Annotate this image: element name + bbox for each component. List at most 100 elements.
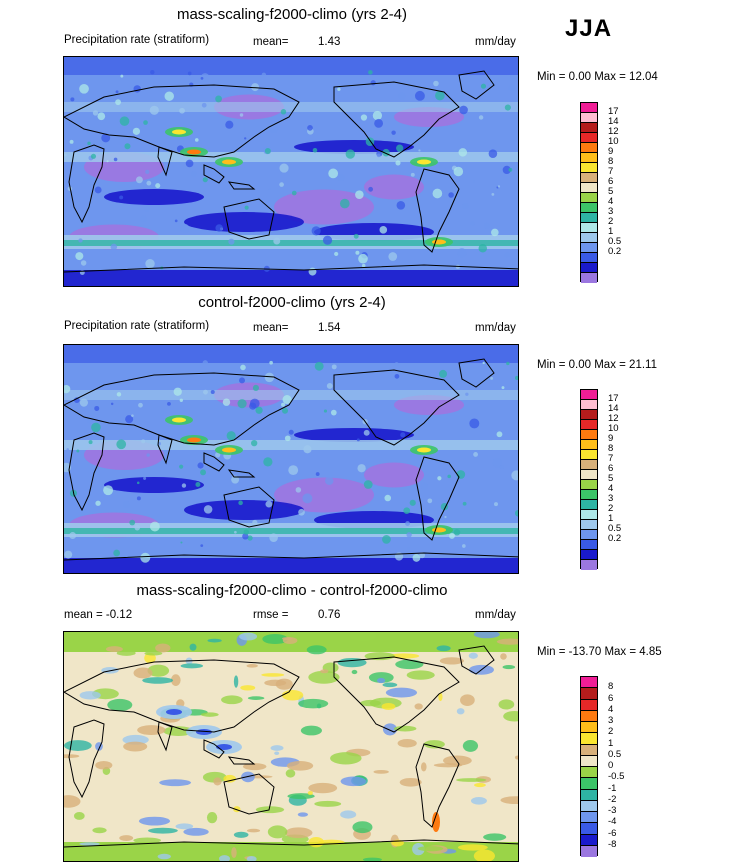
colorbar-level-label: 5 xyxy=(608,473,614,484)
colorbar-swatch xyxy=(581,460,597,470)
colorbar-swatch xyxy=(581,253,597,263)
colorbar-level-label: 3 xyxy=(608,715,614,726)
colorbar-swatch xyxy=(581,744,597,756)
colorbar-swatch xyxy=(581,400,597,410)
colorbar-swatch xyxy=(581,173,597,183)
panel3-title: mass-scaling-f2000-climo - control-f2000… xyxy=(136,582,448,599)
colorbar-swatch xyxy=(581,778,597,790)
colorbar-swatch xyxy=(581,823,597,835)
season-label: JJA xyxy=(565,15,613,42)
colorbar-swatch xyxy=(581,143,597,153)
panel1-mean-label: mean= xyxy=(253,36,289,48)
colorbar-swatch xyxy=(581,133,597,143)
colorbar-swatch xyxy=(581,500,597,510)
colorbar-level-label: 6 xyxy=(608,463,614,474)
colorbar-level-label: 0.5 xyxy=(608,523,622,534)
colorbar-level-label: 4 xyxy=(608,483,614,494)
colorbar-level-label: 4 xyxy=(608,703,614,715)
colorbar-level-label: 0.5 xyxy=(608,748,622,760)
colorbar-swatch xyxy=(581,530,597,540)
colorbar-level-label: 4 xyxy=(608,196,614,207)
panel3-mean-label: mean = -0.12 xyxy=(64,609,133,621)
panel1-minmax: Min = 0.00 Max = 12.04 xyxy=(537,71,658,83)
colorbar-swatch xyxy=(581,710,597,722)
colorbar-swatch xyxy=(581,123,597,133)
colorbar-level-label: 6 xyxy=(608,692,614,704)
colorbar-level-label: 1 xyxy=(608,226,614,237)
panel2-minmax: Min = 0.00 Max = 21.11 xyxy=(537,359,657,371)
colorbar-level-label: -0.5 xyxy=(608,771,625,783)
colorbar-swatch xyxy=(581,688,597,700)
colorbar-swatch xyxy=(581,263,597,273)
colorbar-level-label: 14 xyxy=(608,403,619,414)
colorbar-level-label: 1 xyxy=(608,737,614,749)
colorbar-level-label: 8 xyxy=(608,443,614,454)
colorbar-swatch xyxy=(581,812,597,824)
colorbar-level-label: 17 xyxy=(608,393,619,404)
panel1-title: mass-scaling-f2000-climo (yrs 2-4) xyxy=(176,6,408,23)
panel2-colorbar xyxy=(580,389,598,570)
panel2-units: mm/day xyxy=(475,322,516,334)
colorbar-level-label: 8 xyxy=(608,156,614,167)
colorbar-level-label: 1 xyxy=(608,513,614,524)
colorbar-swatch xyxy=(581,490,597,500)
panel1-mean-value: 1.43 xyxy=(318,36,341,48)
colorbar-swatch xyxy=(581,520,597,530)
colorbar-level-label: -1 xyxy=(608,782,617,794)
colorbar-level-label: 17 xyxy=(608,106,619,117)
colorbar-swatch xyxy=(581,560,597,570)
panel2-mean-label: mean= xyxy=(253,322,289,334)
panel1-variable-label: Precipitation rate (stratiform) xyxy=(64,34,210,46)
colorbar-swatch xyxy=(581,834,597,846)
colorbar-level-label: 2 xyxy=(608,726,614,738)
panel3-colorbar xyxy=(580,676,598,857)
colorbar-swatch xyxy=(581,183,597,193)
colorbar-level-label: 2 xyxy=(608,503,614,514)
colorbar-swatch xyxy=(581,203,597,213)
colorbar-swatch xyxy=(581,800,597,812)
colorbar-level-label: 0.5 xyxy=(608,236,622,247)
colorbar-swatch xyxy=(581,153,597,163)
panel3-minmax: Min = -13.70 Max = 4.85 xyxy=(537,646,662,658)
panel2-map xyxy=(63,344,519,574)
colorbar-swatch xyxy=(581,510,597,520)
colorbar-swatch xyxy=(581,430,597,440)
colorbar-level-label: 0.2 xyxy=(608,246,622,257)
colorbar-swatch xyxy=(581,733,597,745)
colorbar-swatch xyxy=(581,113,597,123)
colorbar-level-label: 9 xyxy=(608,146,614,157)
colorbar-level-label: 0.2 xyxy=(608,533,622,544)
colorbar-swatch xyxy=(581,789,597,801)
colorbar-swatch xyxy=(581,410,597,420)
colorbar-swatch xyxy=(581,550,597,560)
colorbar-level-label: 12 xyxy=(608,413,619,424)
colorbar-swatch xyxy=(581,677,597,689)
colorbar-level-label: 2 xyxy=(608,216,614,227)
colorbar-swatch xyxy=(581,420,597,430)
colorbar-swatch xyxy=(581,845,597,857)
colorbar-swatch xyxy=(581,470,597,480)
colorbar-level-label: -3 xyxy=(608,805,617,816)
colorbar-swatch xyxy=(581,480,597,490)
colorbar-swatch xyxy=(581,540,597,550)
colorbar-level-label: 14 xyxy=(608,116,619,127)
panel3-rmse-value: 0.76 xyxy=(318,609,341,621)
colorbar-swatch xyxy=(581,233,597,243)
colorbar-level-label: -4 xyxy=(608,816,617,828)
colorbar-level-label: 3 xyxy=(608,493,614,504)
panel2-mean-value: 1.54 xyxy=(318,322,341,334)
colorbar-level-label: 7 xyxy=(608,453,614,464)
colorbar-level-label: 7 xyxy=(608,166,614,177)
colorbar-swatch xyxy=(581,273,597,283)
colorbar-level-label: 10 xyxy=(608,136,619,147)
colorbar-swatch xyxy=(581,699,597,711)
colorbar-swatch xyxy=(581,243,597,253)
panel1-map xyxy=(63,56,519,287)
colorbar-swatch xyxy=(581,103,597,113)
colorbar-swatch xyxy=(581,163,597,173)
colorbar-swatch xyxy=(581,755,597,767)
panel3-units: mm/day xyxy=(475,609,516,621)
panel3-map xyxy=(63,631,519,862)
colorbar-level-label: 5 xyxy=(608,186,614,197)
colorbar-level-label: -2 xyxy=(608,793,617,805)
